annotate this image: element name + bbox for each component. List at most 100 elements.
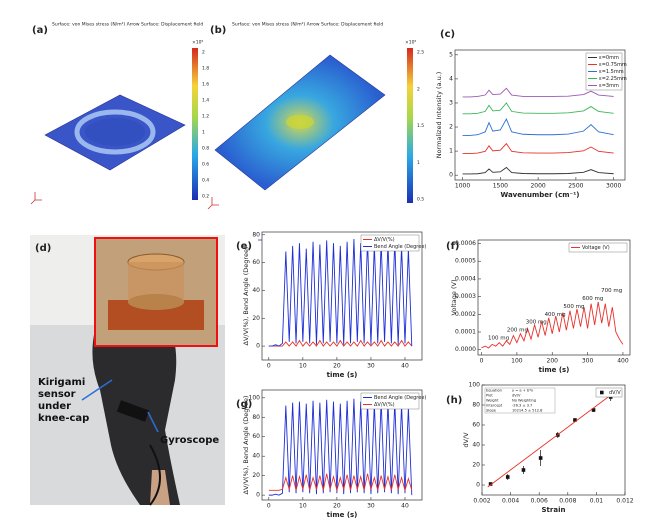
panel-label: (d)	[35, 243, 51, 254]
simulation-b: (b) Surface: von Mises stress (N/m²) Arr…	[208, 22, 424, 210]
y-tick-label: 20	[252, 472, 260, 479]
x-axis-label: Strain	[542, 506, 566, 514]
y-tick-label: 80	[252, 231, 260, 238]
panel-label: (a)	[32, 25, 48, 36]
y-tick-label: 60	[252, 433, 260, 440]
gyroscope-label: Gyroscope	[160, 435, 219, 446]
y-tick-label: 40	[252, 287, 260, 294]
x-tick-label: 20	[333, 503, 341, 510]
x-tick-label: 100	[511, 358, 523, 365]
x-tick-label: 0.01	[590, 498, 604, 505]
fit-table-cell: No Weighting	[512, 399, 536, 403]
legend-label: ε=2.25mm	[599, 76, 627, 82]
fit-table-cell: Equation	[486, 389, 502, 393]
colorbar	[192, 48, 198, 200]
legend-label: ε=1.5mm	[599, 69, 624, 75]
x-tick-label: 10	[299, 503, 307, 510]
simulation-a: (a) Surface: von Mises stress (N/m²) Arr…	[31, 22, 209, 205]
colorbar-tick: 1.8	[202, 66, 209, 72]
sensor-label: knee-cap	[38, 413, 89, 424]
colorbar-tick: 2	[202, 50, 205, 56]
legend-label: ε=3mm	[599, 83, 619, 89]
legend-label: ε=0mm	[599, 55, 619, 61]
y-tick-label: 0.0001	[455, 329, 476, 336]
y-tick-label: 0.0006	[455, 240, 476, 247]
annotation: 600 mg	[582, 296, 603, 302]
y-tick-label: 80	[472, 402, 480, 409]
x-tick-label: 2000	[530, 183, 545, 190]
chart: (c)10001500200025003000012345Wavenumber …	[435, 29, 627, 199]
sim-title: Surface: von Mises stress (N/m²) Arrow S…	[52, 22, 203, 28]
y-tick-label: 0.0000	[455, 346, 476, 353]
fit-table-cell: -26.3 ± 3.7	[512, 404, 532, 408]
x-axis-label: time (s)	[327, 371, 358, 379]
point	[522, 468, 526, 472]
x-tick-label: 0.004	[502, 498, 519, 505]
x-tick-label: 400	[617, 358, 629, 365]
fit-table-cell: Slope	[486, 409, 497, 413]
legend-label: ΔV/V(%)	[374, 237, 395, 243]
x-tick-label: 0.002	[473, 498, 490, 505]
y-tick-label: 20	[472, 462, 480, 469]
y-tick-label: 3	[449, 99, 453, 106]
x-tick-label: 10	[299, 363, 307, 370]
y-tick-label: 60	[472, 422, 480, 429]
fit-table-cell: Plot	[486, 394, 493, 398]
chart: (f)01002003004000.00000.00010.00020.0003…	[446, 240, 630, 374]
x-tick-label: 1500	[493, 183, 508, 190]
legend-swatch	[600, 391, 604, 395]
colorbar-tick: 1.4	[202, 98, 209, 104]
chart: (e)010203040020406080time (s)ΔV/V(%), Be…	[236, 231, 426, 379]
y-tick-label: 2	[449, 124, 453, 131]
x-tick-label: 0	[480, 358, 484, 365]
sensor-label: sensor	[38, 389, 76, 400]
x-tick-label: 40	[401, 363, 409, 370]
colorbar-tick: 2	[417, 86, 420, 92]
x-tick-label: 0	[267, 503, 271, 510]
colorbar-tick: 1	[202, 130, 205, 136]
y-axis-label: Normalized Intensity (a.u.)	[435, 72, 443, 159]
colorbar-tick: 0.5	[417, 197, 424, 203]
panel-label: (h)	[446, 395, 462, 406]
fit-table-cell: Intercept	[486, 404, 503, 408]
stress-spot	[286, 115, 314, 129]
y-tick-label: 4	[449, 75, 453, 82]
sensor-label: Kirigami	[38, 377, 85, 388]
legend-label: Voltage (V)	[582, 245, 610, 251]
colorbar-tick: 1.5	[417, 123, 424, 129]
colorbar-tick: 1.2	[202, 114, 209, 120]
y-tick-label: 40	[472, 442, 480, 449]
x-axis-label: Wavenumber (cm⁻¹)	[500, 191, 579, 199]
y-tick-label: 60	[252, 259, 260, 266]
legend-label: Bend Angle (Degree)	[374, 395, 426, 401]
x-tick-label: 0.012	[616, 498, 633, 505]
y-axis-label: ΔV/V(%), Bend Angle (Degree)	[242, 247, 250, 346]
x-tick-label: 0.006	[531, 498, 548, 505]
sensor-label: under	[38, 401, 71, 412]
annotation: 100 mg	[488, 336, 509, 342]
y-tick-label: 0.0003	[455, 293, 476, 300]
y-axis-label: ΔV/V(%), Bend Angle (Degree)	[242, 396, 250, 495]
colorbar-exponent: ×10⁵	[405, 40, 416, 46]
sim-title: Surface: von Mises stress (N/m²) Arrow S…	[232, 22, 383, 28]
x-tick-label: 1000	[455, 183, 470, 190]
panel-label: (b)	[210, 25, 226, 36]
x-tick-label: 0.008	[559, 498, 576, 505]
colorbar-tick: 0.8	[202, 146, 209, 152]
annotation: 400 mg	[545, 312, 566, 318]
colorbar	[407, 48, 413, 203]
annotation: 200 mg	[507, 328, 528, 334]
colorbar-tick: 0.6	[202, 162, 209, 168]
colorbar-tick: 0.4	[202, 178, 209, 184]
colorbar-tick: 1	[417, 160, 420, 166]
panel-label: (c)	[440, 29, 455, 40]
x-tick-label: 3000	[606, 183, 621, 190]
fit-table-cell: y = a + b*x	[512, 389, 534, 393]
ring-center	[85, 118, 145, 146]
y-tick-label: 80	[252, 414, 260, 421]
fit-table-cell: dV/V	[512, 394, 521, 398]
y-tick-label: 0.0005	[455, 258, 476, 265]
colorbar-tick: 1.6	[202, 82, 209, 88]
y-tick-label: 5	[449, 51, 453, 58]
